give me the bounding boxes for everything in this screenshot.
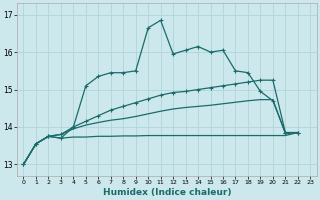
X-axis label: Humidex (Indice chaleur): Humidex (Indice chaleur) — [103, 188, 231, 197]
